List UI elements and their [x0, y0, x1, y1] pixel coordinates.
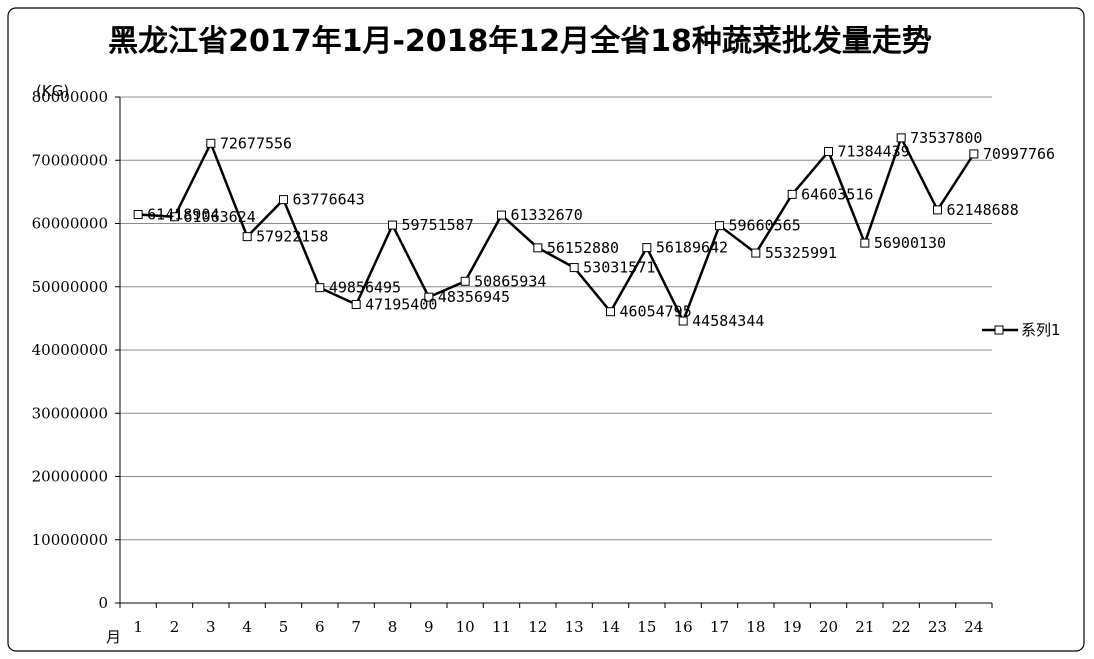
x-tick-label: 18	[746, 618, 765, 636]
data-label: 70997766	[983, 145, 1055, 163]
data-label: 50865934	[474, 272, 546, 290]
data-label: 55325991	[765, 244, 837, 262]
data-label: 47195400	[365, 295, 437, 313]
data-point	[424, 292, 434, 302]
legend-marker	[994, 325, 1004, 335]
x-tick-label: 22	[892, 618, 911, 636]
y-tick-label: 70000000	[32, 151, 108, 169]
data-label: 71384439	[838, 142, 910, 160]
data-point	[642, 243, 652, 253]
data-label: 46054795	[620, 303, 692, 321]
y-tick-label: 50000000	[32, 278, 108, 296]
data-point	[787, 189, 797, 199]
chart-frame	[7, 7, 1085, 652]
data-point	[460, 276, 470, 286]
y-ticks: 0 10000000 20000000 30000000 40000000 5000000…	[32, 88, 120, 612]
x-tick-label: 3	[206, 618, 216, 636]
y-tick-label: 60000000	[32, 215, 108, 233]
data-point	[824, 146, 833, 156]
data-point	[678, 316, 688, 326]
data-point	[133, 210, 143, 220]
x-tick-label: 17	[710, 618, 729, 636]
x-tick-label: 5	[279, 618, 289, 636]
y-tick-label: 20000000	[32, 468, 108, 486]
x-tick-label: 11	[492, 618, 511, 636]
data-label: 57922158	[256, 228, 328, 246]
data-point	[351, 299, 361, 309]
x-tick-label: 4	[242, 618, 252, 636]
x-tick-label: 13	[565, 618, 584, 636]
data-label: 61063624	[184, 208, 256, 226]
x-tick-label: 24	[964, 618, 983, 636]
data-label: 72677556	[220, 134, 292, 152]
data-point	[715, 221, 724, 231]
data-label: 48356945	[438, 288, 510, 306]
y-tick-label: 10000000	[32, 531, 108, 549]
data-label: 56900130	[874, 234, 946, 252]
x-tick-label: 1	[133, 618, 143, 636]
data-label: 62148688	[947, 201, 1019, 219]
x-axis-unit: 月	[106, 628, 121, 646]
y-axis-unit: (KG)	[36, 82, 69, 100]
data-label: 61332670	[511, 206, 583, 224]
x-tick-label: 15	[637, 618, 656, 636]
x-tick-label: 23	[928, 618, 947, 636]
data-point	[969, 149, 979, 159]
legend-label: 系列1	[1021, 321, 1061, 339]
chart-title: 黑龙江省2017年1月-2018年12月全省18种蔬菜批发量走势	[108, 24, 932, 59]
x-tick-label: 7	[351, 618, 361, 636]
legend: 系列1	[982, 321, 1061, 339]
data-label: 56189642	[656, 239, 728, 257]
x-tick-label: 20	[819, 618, 838, 636]
data-point	[533, 243, 543, 253]
data-label: 59751587	[402, 216, 474, 234]
data-point	[315, 283, 325, 293]
data-label: 53031571	[583, 259, 655, 277]
x-tick-label: 9	[424, 618, 434, 636]
y-tick-label: 0	[98, 594, 108, 612]
y-tick-label: 30000000	[32, 404, 108, 422]
y-tick-label: 40000000	[32, 341, 108, 359]
series-line	[138, 134, 975, 325]
x-tick-label: 10	[456, 618, 475, 636]
x-tick-label: 14	[601, 618, 620, 636]
x-tick-label: 8	[388, 618, 398, 636]
data-point	[751, 248, 761, 258]
data-point	[569, 263, 579, 273]
x-tick-label: 19	[783, 618, 802, 636]
y-tick-label: 80000000	[32, 88, 108, 106]
x-ticks: 1 2 3 4 5 6 7 8 9 10 11 12 13 14 15 16 17 18 19 20 21 22 23 24	[119, 603, 993, 636]
data-point	[860, 238, 870, 248]
data-label: 56152880	[547, 239, 619, 257]
x-tick-label: 2	[170, 618, 180, 636]
data-point	[896, 133, 906, 143]
data-point	[206, 138, 216, 148]
x-tick-label: 12	[528, 618, 547, 636]
x-tick-label: 6	[315, 618, 325, 636]
data-point	[170, 212, 179, 222]
data-point	[606, 307, 615, 317]
data-point	[933, 205, 942, 215]
data-point	[242, 232, 252, 242]
x-tick-label: 16	[674, 618, 693, 636]
x-tick-label: 21	[855, 618, 874, 636]
data-label: 59660565	[729, 217, 801, 235]
series	[133, 133, 979, 326]
data-point	[388, 220, 397, 230]
data-point	[497, 210, 506, 220]
data-label: 61418904	[147, 206, 219, 224]
data-label: 44584344	[692, 312, 764, 330]
data-label: 73537800	[910, 129, 982, 147]
data-label: 49856495	[329, 279, 401, 297]
data-point	[279, 195, 288, 205]
data-label: 64603516	[801, 185, 873, 203]
data-label: 63776643	[293, 191, 365, 209]
